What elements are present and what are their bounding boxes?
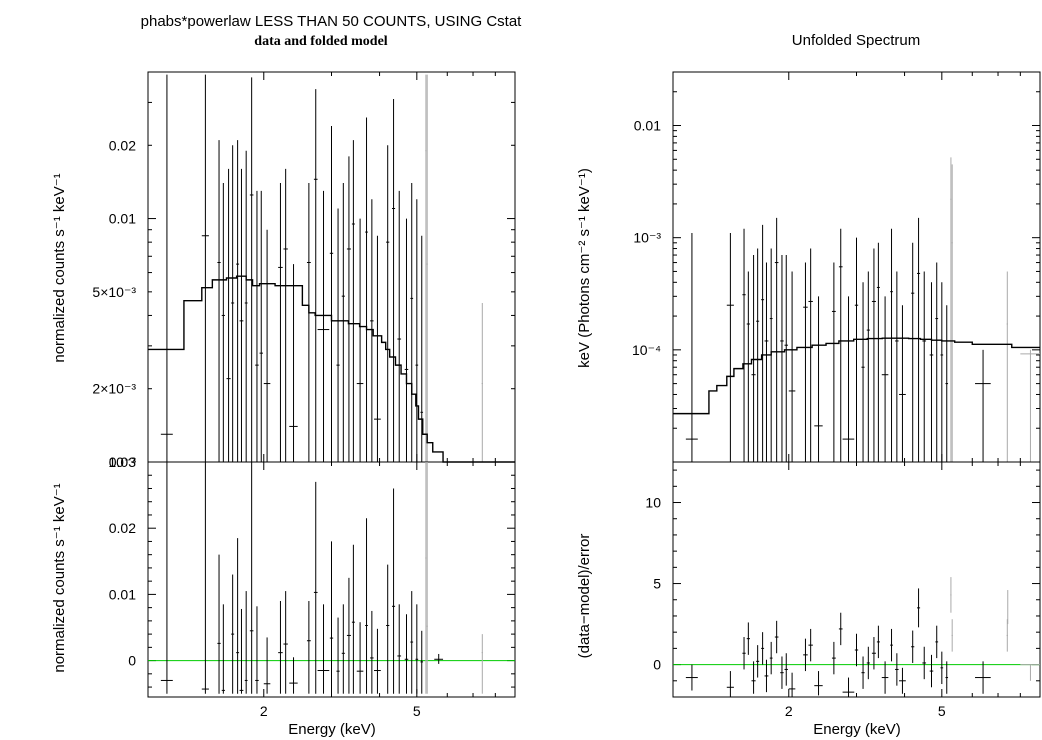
bottom-left-ylabel: normalized counts s⁻¹ keV⁻¹ xyxy=(51,483,68,672)
y-tick-label: 10⁻⁴ xyxy=(632,342,661,358)
y-tick-label: 0.01 xyxy=(109,586,136,602)
y-tick-label: 10 xyxy=(645,495,661,511)
y-tick-label: 10⁻³ xyxy=(633,230,661,246)
y-tick-label: 0 xyxy=(128,653,136,669)
right-xlabel: Energy (keV) xyxy=(813,721,901,738)
x-tick-label: 5 xyxy=(413,703,421,719)
panel-top-left: 0.02 0.01 5×10⁻³ 2×10⁻³ 10⁻³ xyxy=(92,71,516,470)
bottom-right-ylabel: (data−model)/error xyxy=(576,534,593,659)
panel-bottom-left: 2 5 0.03 0.02 0.01 0 xyxy=(109,454,516,719)
top-right-ylabel: keV (Photons cm⁻² s⁻¹ keV⁻¹) xyxy=(576,168,593,368)
model-curve xyxy=(673,337,1040,415)
x-tick-label: 5 xyxy=(938,703,946,719)
panel-top-right: 0.01 10⁻³ 10⁻⁴ xyxy=(632,71,1041,463)
y-tick-label: 0.02 xyxy=(109,520,136,536)
y-tick-label: 0.02 xyxy=(109,137,136,153)
left-xlabel: Energy (keV) xyxy=(288,721,376,738)
y-tick-label: 0 xyxy=(653,657,661,673)
x-tick-label: 2 xyxy=(785,703,793,719)
left-main-title: phabs*powerlaw LESS THAN 50 COUNTS, USIN… xyxy=(141,13,523,30)
x-tick-label: 2 xyxy=(260,703,268,719)
model-curve xyxy=(148,275,515,463)
left-subtitle: data and folded model xyxy=(254,34,388,49)
y-tick-label: 2×10⁻³ xyxy=(92,381,136,397)
y-tick-label: 5×10⁻³ xyxy=(92,284,136,300)
y-tick-label: 0.03 xyxy=(109,454,136,470)
y-tick-label: 0.01 xyxy=(634,118,661,134)
panel-bottom-right: 2 5 10 5 0 xyxy=(645,461,1041,719)
y-tick-label: 5 xyxy=(653,576,661,592)
top-left-ylabel: normalized counts s⁻¹ keV⁻¹ xyxy=(51,173,68,362)
y-tick-label: 10⁻³ xyxy=(108,454,136,470)
right-main-title: Unfolded Spectrum xyxy=(792,32,920,49)
y-tick-label: 0.01 xyxy=(109,211,136,227)
